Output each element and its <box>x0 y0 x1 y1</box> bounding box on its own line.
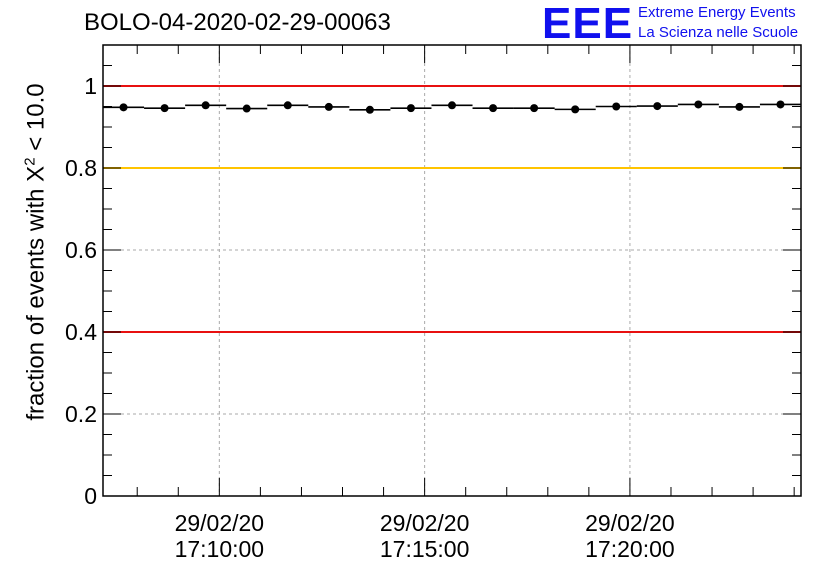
reference-lines <box>103 85 801 333</box>
data-point <box>119 103 128 112</box>
eee-logo: EEE <box>542 0 634 48</box>
y-tick-label: 0.8 <box>65 155 97 181</box>
y-tick-label: 0 <box>84 483 97 509</box>
data-point <box>776 100 785 109</box>
data-point <box>448 101 456 110</box>
data-point <box>406 104 415 113</box>
data-point <box>201 101 210 110</box>
y-tick-label: 0.4 <box>65 319 97 345</box>
data-series <box>103 100 801 114</box>
x-tick-label-date: 29/02/20 <box>585 510 675 536</box>
y-tick-label: 0.6 <box>65 237 97 263</box>
x-tick-label-date: 29/02/20 <box>175 510 265 536</box>
plot-frame <box>102 44 802 497</box>
chart-title: BOLO-04-2020-02-29-00063 <box>84 9 391 36</box>
data-point <box>735 102 744 111</box>
data-point <box>653 102 662 111</box>
data-point <box>283 101 292 110</box>
x-tick-label-date: 29/02/20 <box>380 510 470 536</box>
x-tick-label-time: 17:10:00 <box>175 536 265 562</box>
data-point <box>242 104 251 113</box>
y-tick-label: 0.2 <box>65 401 97 427</box>
data-point <box>571 105 580 114</box>
data-point <box>489 104 498 113</box>
data-point <box>612 102 621 111</box>
data-point <box>365 105 374 114</box>
grid-layer <box>103 45 801 496</box>
x-tick-label-time: 17:20:00 <box>585 536 675 562</box>
logo-subtitle-line2: La Scienza nelle Scuole <box>638 24 799 41</box>
logo-subtitle-line1: Extreme Energy Events <box>638 4 796 21</box>
data-point <box>324 102 333 111</box>
axes: 00.20.40.60.8129/02/2017:10:0029/02/2017… <box>65 44 802 562</box>
x-tick-label-time: 17:15:00 <box>380 536 470 562</box>
data-point <box>694 100 703 109</box>
y-tick-label: 1 <box>84 73 97 99</box>
data-point <box>160 104 169 113</box>
data-point <box>530 104 539 113</box>
